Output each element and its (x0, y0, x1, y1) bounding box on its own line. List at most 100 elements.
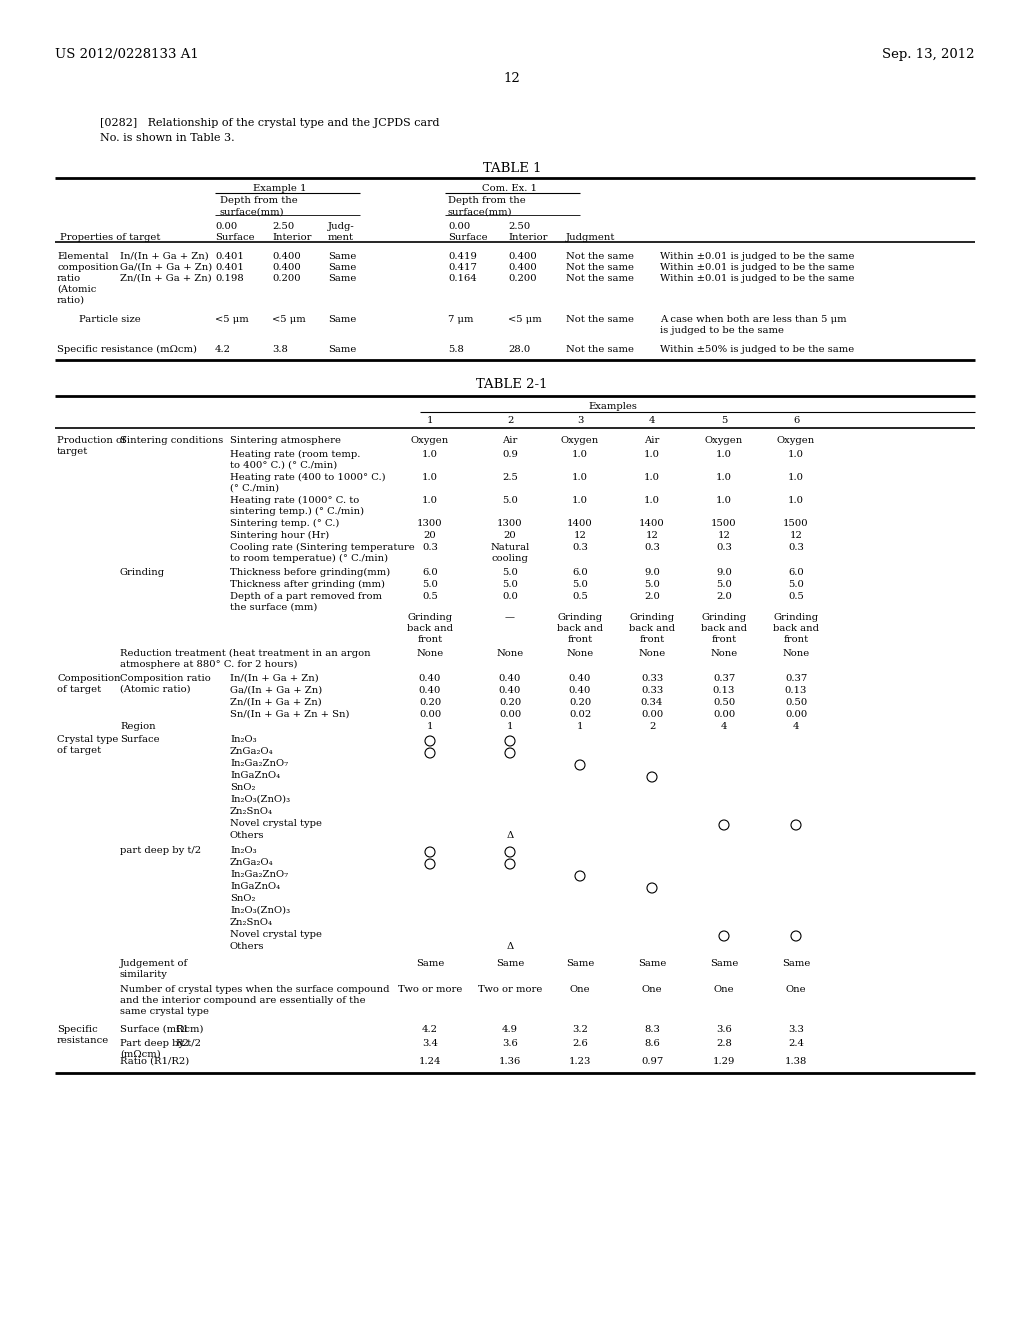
Text: R1: R1 (175, 1026, 189, 1034)
Text: In/(In + Ga + Zn): In/(In + Ga + Zn) (230, 675, 318, 682)
Text: 3.3: 3.3 (788, 1026, 804, 1034)
Text: 0.00: 0.00 (641, 710, 664, 719)
Text: Interior: Interior (508, 234, 548, 242)
Text: Grinding: Grinding (557, 612, 602, 622)
Text: 1.36: 1.36 (499, 1057, 521, 1067)
Text: Not the same: Not the same (566, 275, 634, 282)
Text: Depth from the: Depth from the (449, 195, 525, 205)
Text: Within ±0.01 is judged to be the same: Within ±0.01 is judged to be the same (660, 263, 854, 272)
Text: Sintering hour (Hr): Sintering hour (Hr) (230, 531, 330, 540)
Text: part deep by t/2: part deep by t/2 (120, 846, 201, 855)
Text: 3.4: 3.4 (422, 1039, 438, 1048)
Text: of target: of target (57, 685, 101, 694)
Text: Reduction treatment (heat treatment in an argon: Reduction treatment (heat treatment in a… (120, 649, 371, 659)
Text: front: front (783, 635, 809, 644)
Text: 0.0: 0.0 (502, 591, 518, 601)
Text: 4: 4 (649, 416, 655, 425)
Text: resistance: resistance (57, 1036, 110, 1045)
Text: 6: 6 (793, 416, 799, 425)
Text: 1.24: 1.24 (419, 1057, 441, 1067)
Text: 0.00: 0.00 (449, 222, 470, 231)
Text: front: front (418, 635, 442, 644)
Text: 1300: 1300 (498, 519, 523, 528)
Text: 0.417: 0.417 (449, 263, 477, 272)
Text: 20: 20 (504, 531, 516, 540)
Text: SnO₂: SnO₂ (230, 894, 256, 903)
Text: SnO₂: SnO₂ (230, 783, 256, 792)
Text: 5.0: 5.0 (716, 579, 732, 589)
Text: Ga/(In + Ga + Zn): Ga/(In + Ga + Zn) (120, 263, 212, 272)
Text: Within ±0.01 is judged to be the same: Within ±0.01 is judged to be the same (660, 275, 854, 282)
Text: Example 1: Example 1 (253, 183, 307, 193)
Text: In₂O₃(ZnO)₃: In₂O₃(ZnO)₃ (230, 906, 290, 915)
Text: 6.0: 6.0 (572, 568, 588, 577)
Text: 5: 5 (721, 416, 727, 425)
Text: to 400° C.) (° C./min): to 400° C.) (° C./min) (230, 461, 337, 470)
Text: Cooling rate (Sintering temperature: Cooling rate (Sintering temperature (230, 543, 415, 552)
Text: Within ±50% is judged to be the same: Within ±50% is judged to be the same (660, 345, 854, 354)
Text: (mΩcm): (mΩcm) (120, 1049, 161, 1059)
Text: 0.20: 0.20 (499, 698, 521, 708)
Text: 28.0: 28.0 (508, 345, 530, 354)
Text: 0.3: 0.3 (644, 543, 659, 552)
Text: 0.9: 0.9 (502, 450, 518, 459)
Text: composition: composition (57, 263, 119, 272)
Text: Not the same: Not the same (566, 315, 634, 323)
Text: Specific resistance (mΩcm): Specific resistance (mΩcm) (57, 345, 197, 354)
Text: 1.0: 1.0 (716, 496, 732, 506)
Text: 12: 12 (504, 73, 520, 84)
Text: In/(In + Ga + Zn): In/(In + Ga + Zn) (120, 252, 209, 261)
Text: ZnGa₂O₄: ZnGa₂O₄ (230, 747, 273, 756)
Text: 0.33: 0.33 (641, 686, 664, 696)
Text: Others: Others (230, 832, 264, 840)
Text: back and: back and (557, 624, 603, 634)
Text: Heating rate (1000° C. to: Heating rate (1000° C. to (230, 496, 359, 506)
Text: Ga/(In + Ga + Zn): Ga/(In + Ga + Zn) (230, 686, 323, 696)
Text: 1.0: 1.0 (422, 473, 438, 482)
Text: 0.400: 0.400 (272, 252, 301, 261)
Text: 6.0: 6.0 (788, 568, 804, 577)
Text: Particle size: Particle size (79, 315, 141, 323)
Text: ment: ment (328, 234, 354, 242)
Text: (° C./min): (° C./min) (230, 484, 280, 492)
Text: Surface: Surface (449, 234, 487, 242)
Text: InGaZnO₄: InGaZnO₄ (230, 771, 281, 780)
Text: 1.0: 1.0 (572, 496, 588, 506)
Text: Surface (mΩcm): Surface (mΩcm) (120, 1026, 204, 1034)
Text: 9.0: 9.0 (644, 568, 659, 577)
Text: 12: 12 (718, 531, 730, 540)
Text: Two or more: Two or more (397, 985, 462, 994)
Text: Sep. 13, 2012: Sep. 13, 2012 (883, 48, 975, 61)
Text: 5.0: 5.0 (422, 579, 438, 589)
Text: Thickness after grinding (mm): Thickness after grinding (mm) (230, 579, 385, 589)
Text: Zn/(In + Ga + Zn): Zn/(In + Ga + Zn) (230, 698, 322, 708)
Text: 1.0: 1.0 (422, 496, 438, 506)
Text: Region: Region (120, 722, 156, 731)
Text: 4: 4 (721, 722, 727, 731)
Text: None: None (711, 649, 737, 657)
Text: Judgement of: Judgement of (120, 960, 188, 968)
Text: Examples: Examples (589, 403, 637, 411)
Text: 0.00: 0.00 (713, 710, 735, 719)
Text: 0.40: 0.40 (568, 686, 591, 696)
Text: 1.0: 1.0 (644, 496, 660, 506)
Text: similarity: similarity (120, 970, 168, 979)
Text: 0.401: 0.401 (215, 263, 244, 272)
Text: 0.13: 0.13 (784, 686, 807, 696)
Text: 0.200: 0.200 (508, 275, 537, 282)
Text: None: None (497, 649, 523, 657)
Text: 0.419: 0.419 (449, 252, 477, 261)
Text: 0.400: 0.400 (508, 252, 537, 261)
Text: 2: 2 (507, 416, 513, 425)
Text: back and: back and (407, 624, 453, 634)
Text: 0.13: 0.13 (713, 686, 735, 696)
Text: Judg-: Judg- (328, 222, 354, 231)
Text: 2.5: 2.5 (502, 473, 518, 482)
Text: Same: Same (710, 960, 738, 968)
Text: 1.23: 1.23 (568, 1057, 591, 1067)
Text: 5.0: 5.0 (572, 579, 588, 589)
Text: <5 μm: <5 μm (215, 315, 249, 323)
Text: InGaZnO₄: InGaZnO₄ (230, 882, 281, 891)
Text: 0.5: 0.5 (422, 591, 438, 601)
Text: Novel crystal type: Novel crystal type (230, 931, 322, 939)
